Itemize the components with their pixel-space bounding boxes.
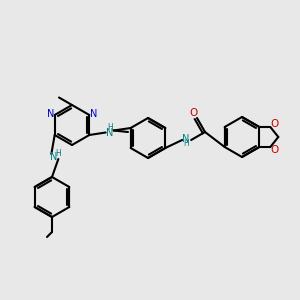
Text: N: N [106,128,113,137]
Text: H: H [107,123,112,132]
Text: N: N [90,109,97,119]
Text: H: H [183,140,189,148]
Text: O: O [270,119,278,129]
Text: N: N [47,109,54,119]
Text: H: H [56,148,61,158]
Text: O: O [270,145,278,155]
Text: N: N [50,152,57,162]
Text: N: N [182,134,190,144]
Text: O: O [189,108,197,118]
